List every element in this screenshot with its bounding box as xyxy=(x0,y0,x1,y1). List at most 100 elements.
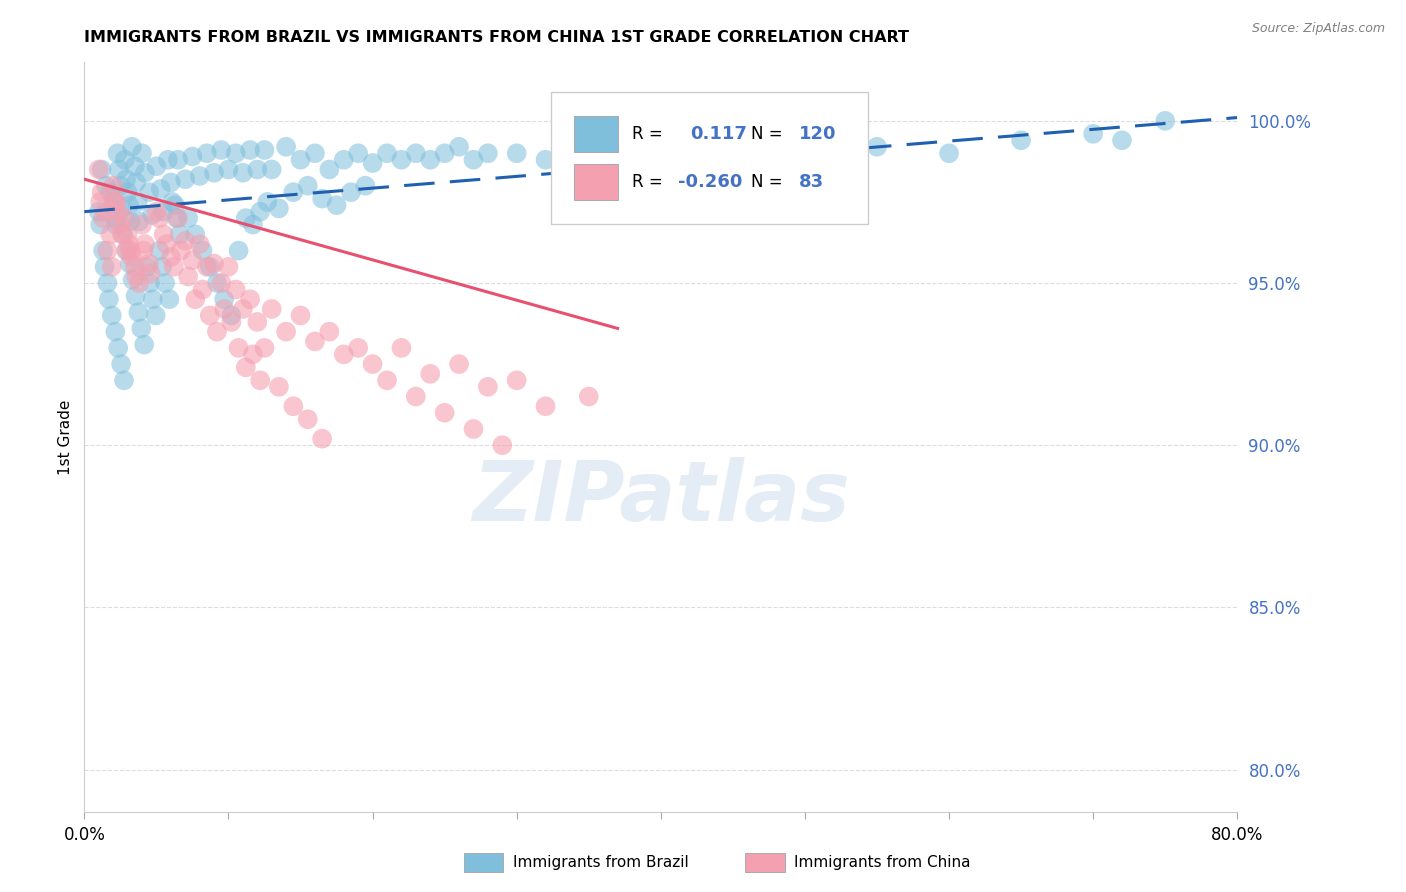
Point xyxy=(253,341,276,355)
Point xyxy=(131,146,153,161)
Point xyxy=(491,438,513,452)
Point xyxy=(405,390,427,404)
Point xyxy=(96,244,118,258)
Point xyxy=(232,166,254,180)
Point xyxy=(463,422,485,436)
Point xyxy=(198,260,221,274)
Point xyxy=(181,253,204,268)
Text: -0.260: -0.260 xyxy=(678,172,742,191)
Point xyxy=(165,198,187,212)
Point xyxy=(114,153,136,167)
Point xyxy=(170,244,193,258)
Point xyxy=(118,256,141,270)
Point xyxy=(89,218,111,232)
Point xyxy=(132,244,155,258)
Point xyxy=(249,373,271,387)
Point xyxy=(239,143,262,157)
Point xyxy=(361,156,384,170)
Point xyxy=(721,140,744,154)
Point xyxy=(127,305,149,319)
Point xyxy=(149,182,172,196)
Point xyxy=(405,146,427,161)
Point xyxy=(225,146,247,161)
Point xyxy=(121,250,143,264)
Point xyxy=(110,218,132,232)
Point xyxy=(115,244,138,258)
Point xyxy=(463,153,485,167)
Point xyxy=(198,309,221,323)
Point xyxy=(276,325,298,339)
Point xyxy=(246,315,269,329)
Point xyxy=(290,309,312,323)
Text: R =: R = xyxy=(633,172,662,191)
Point xyxy=(290,153,312,167)
Text: Source: ZipAtlas.com: Source: ZipAtlas.com xyxy=(1251,22,1385,36)
Text: 0.117: 0.117 xyxy=(690,126,747,144)
Point xyxy=(120,214,142,228)
Point xyxy=(433,146,456,161)
Point xyxy=(311,432,333,446)
Point xyxy=(228,244,250,258)
Point xyxy=(112,373,135,387)
Point xyxy=(333,347,356,361)
Point xyxy=(93,260,115,274)
Point xyxy=(1154,113,1177,128)
Point xyxy=(94,178,117,193)
Point xyxy=(218,260,240,274)
Point xyxy=(98,185,121,199)
Point xyxy=(419,153,441,167)
Point xyxy=(107,204,129,219)
Point xyxy=(112,227,135,242)
Point xyxy=(578,140,600,154)
Point xyxy=(188,237,211,252)
Point xyxy=(477,380,499,394)
Point xyxy=(449,357,471,371)
Point xyxy=(506,146,529,161)
Point xyxy=(129,321,152,335)
FancyBboxPatch shape xyxy=(551,93,869,224)
Point xyxy=(124,289,146,303)
Text: N =: N = xyxy=(751,172,782,191)
Point xyxy=(104,211,127,226)
Point xyxy=(391,153,413,167)
Point xyxy=(103,178,124,193)
Point xyxy=(100,260,122,274)
Point xyxy=(866,140,889,154)
Point xyxy=(156,153,179,167)
Point xyxy=(205,276,228,290)
Point xyxy=(110,178,132,193)
Point xyxy=(433,406,456,420)
Point xyxy=(253,143,276,157)
Point xyxy=(191,244,214,258)
Point xyxy=(361,357,384,371)
Point xyxy=(153,276,176,290)
Point xyxy=(145,309,167,323)
Point xyxy=(117,185,139,199)
Point xyxy=(169,227,191,242)
Point xyxy=(276,140,298,154)
Point xyxy=(148,244,170,258)
Point xyxy=(128,276,150,290)
Point xyxy=(134,166,156,180)
Point xyxy=(117,227,139,242)
Point xyxy=(139,276,162,290)
Point xyxy=(218,162,240,177)
Point xyxy=(249,204,271,219)
Point xyxy=(118,237,141,252)
Point xyxy=(375,146,398,161)
Point xyxy=(128,214,150,228)
Point xyxy=(152,204,174,219)
Point xyxy=(91,211,114,226)
Text: ZIPatlas: ZIPatlas xyxy=(472,457,849,538)
Point xyxy=(174,234,197,248)
Point xyxy=(124,260,146,274)
Point xyxy=(121,273,143,287)
Point xyxy=(449,140,471,154)
Point xyxy=(391,341,413,355)
Point xyxy=(125,176,148,190)
Point xyxy=(166,211,188,226)
Point xyxy=(347,341,370,355)
Point xyxy=(578,390,600,404)
Point xyxy=(177,211,200,226)
Point xyxy=(375,373,398,387)
